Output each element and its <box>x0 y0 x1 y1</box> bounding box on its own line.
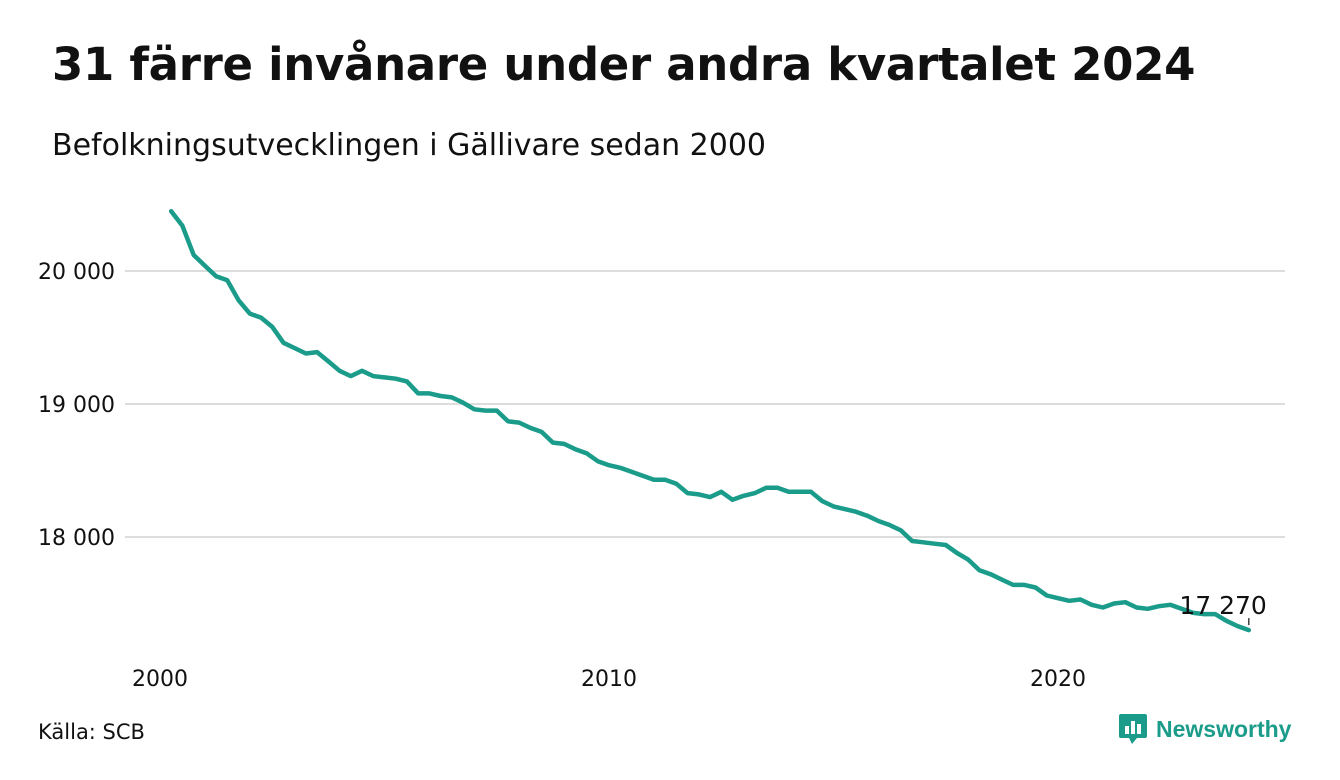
newsworthy-logo-icon <box>1119 714 1147 744</box>
y-tick-label: 18 000 <box>38 526 115 551</box>
chart-subtitle: Befolkningsutvecklingen i Gällivare seda… <box>52 128 767 163</box>
series-line <box>168 208 1252 633</box>
last-value-label: 17 270 <box>1179 591 1266 620</box>
newsworthy-logo[interactable]: Newsworthy <box>1118 712 1291 746</box>
brand-name: Newsworthy <box>1156 715 1292 742</box>
annotation-layer: 17 270 <box>1179 591 1267 626</box>
x-axis-ticks: 2000 2010 2020 <box>132 667 1086 692</box>
y-axis-ticks: 18 000 19 000 20 000 <box>38 260 115 551</box>
x-tick-label: 2020 <box>1030 667 1086 692</box>
series-layer <box>168 208 1252 633</box>
y-tick-label: 19 000 <box>38 393 115 418</box>
x-tick-label: 2000 <box>132 667 188 692</box>
gridlines <box>125 270 1285 538</box>
source-note: Källa: SCB <box>38 720 145 744</box>
chart-title: 31 färre invånare under andra kvartalet … <box>52 38 1196 91</box>
y-tick-label: 20 000 <box>38 260 115 285</box>
x-tick-label: 2010 <box>581 667 637 692</box>
